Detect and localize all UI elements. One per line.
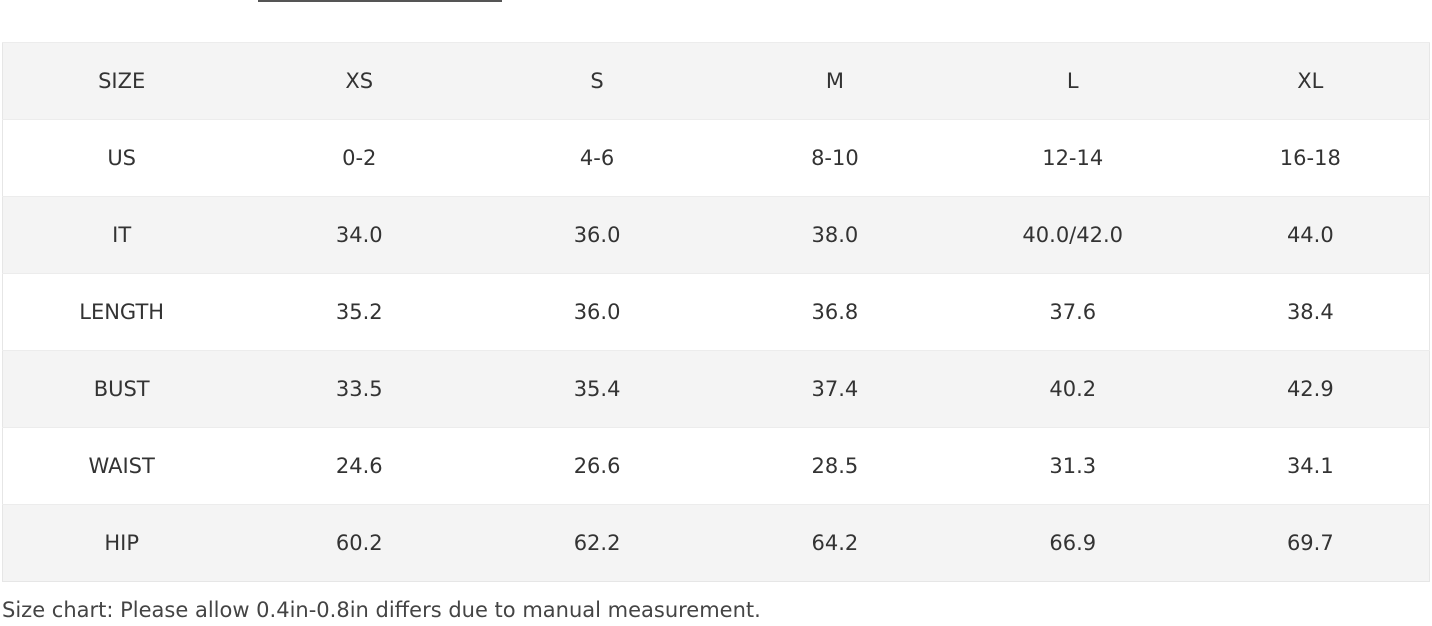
cell: 62.2	[478, 504, 716, 582]
cell: 60.2	[240, 504, 479, 582]
cell: 36.0	[478, 273, 716, 351]
cell: M	[715, 42, 954, 120]
row-label: IT	[2, 196, 241, 274]
cell: 34.1	[1191, 427, 1430, 505]
cell: 66.9	[953, 504, 1192, 582]
row-label: SIZE	[2, 42, 241, 120]
table-row: BUST 33.5 35.4 37.4 40.2 42.9	[2, 350, 1430, 428]
cell: 37.4	[715, 350, 954, 428]
cell: 37.6	[953, 273, 1192, 351]
note: Size chart: Please allow 0.4in-0.8in dif…	[2, 598, 761, 622]
cell: 35.2	[240, 273, 479, 351]
cell: 40.2	[953, 350, 1192, 428]
row-label: HIP	[2, 504, 241, 582]
cell: XL	[1191, 42, 1430, 120]
cell: 38.4	[1191, 273, 1430, 351]
cell: S	[478, 42, 716, 120]
cell: 35.4	[478, 350, 716, 428]
row-label: US	[2, 119, 241, 197]
cell: 36.8	[715, 273, 954, 351]
cell: 12-14	[953, 119, 1192, 197]
cell: 69.7	[1191, 504, 1430, 582]
cell: 0-2	[240, 119, 479, 197]
cell: 64.2	[715, 504, 954, 582]
row-label: WAIST	[2, 427, 241, 505]
cell: 33.5	[240, 350, 479, 428]
cell: L	[953, 42, 1192, 120]
cell: 28.5	[715, 427, 954, 505]
cell: 24.6	[240, 427, 479, 505]
table-row: IT 34.0 36.0 38.0 40.0/42.0 44.0	[2, 196, 1430, 274]
table-row: US 0-2 4-6 8-10 12-14 16-18	[2, 119, 1430, 197]
cell: 8-10	[715, 119, 954, 197]
cell: 36.0	[478, 196, 716, 274]
cell: 38.0	[715, 196, 954, 274]
cell: 44.0	[1191, 196, 1430, 274]
cell: 31.3	[953, 427, 1192, 505]
cell: 26.6	[478, 427, 716, 505]
header-row: SIZE XS S M L XL	[2, 42, 1430, 120]
tab-underline	[258, 0, 502, 2]
cell: 34.0	[240, 196, 479, 274]
row-label: LENGTH	[2, 273, 241, 351]
table-row: HIP 60.2 62.2 64.2 66.9 69.7	[2, 504, 1430, 582]
cell: 40.0/42.0	[953, 196, 1192, 274]
table-row: LENGTH 35.2 36.0 36.8 37.6 38.4	[2, 273, 1430, 351]
row-label: BUST	[2, 350, 241, 428]
cell: 4-6	[478, 119, 716, 197]
table-row: WAIST 24.6 26.6 28.5 31.3 34.1	[2, 427, 1430, 505]
cell: 16-18	[1191, 119, 1430, 197]
size-table: SIZE XS S M L XL US 0-2 4-6 8-10 12-14 16-18 IT 34.0 3…	[2, 42, 1430, 582]
cell: XS	[240, 42, 479, 120]
cell: 42.9	[1191, 350, 1430, 428]
